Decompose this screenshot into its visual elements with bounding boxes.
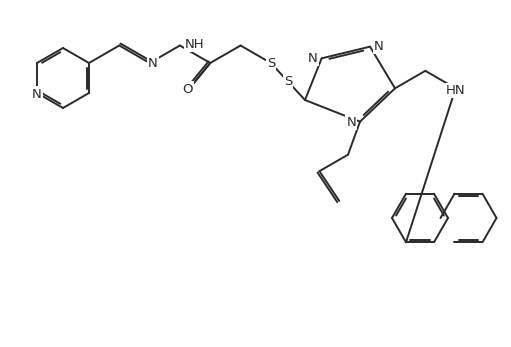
Text: N: N: [308, 52, 318, 65]
Text: S: S: [284, 75, 292, 88]
Text: HN: HN: [446, 84, 466, 97]
Text: N: N: [32, 87, 42, 101]
Text: N: N: [148, 57, 157, 69]
Text: N: N: [374, 40, 384, 53]
Text: S: S: [267, 57, 275, 69]
Text: NH: NH: [185, 38, 204, 51]
Text: N: N: [346, 116, 356, 129]
Text: O: O: [182, 83, 193, 95]
